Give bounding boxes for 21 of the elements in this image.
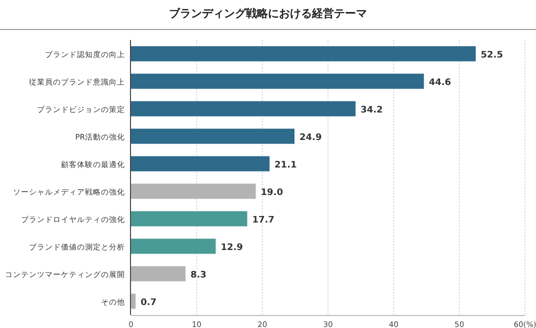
- data-label: 24.9: [300, 132, 322, 143]
- data-label: 52.5: [480, 50, 503, 60]
- bar: [131, 294, 136, 309]
- data-label: 0.7: [140, 298, 157, 308]
- bar: [131, 46, 476, 62]
- bar: [131, 184, 256, 199]
- data-label: 19.0: [260, 188, 283, 198]
- bar: [131, 238, 216, 254]
- chart-title: ブランディング戦略における経営テーマ: [169, 7, 367, 20]
- bar: [131, 156, 270, 172]
- data-label: 17.7: [252, 215, 274, 226]
- data-label: 44.6: [428, 78, 452, 88]
- data-label: 8.3: [190, 270, 206, 280]
- data-label: 12.9: [220, 242, 243, 253]
- data-label: 21.1: [274, 160, 297, 170]
- data-label: 34.2: [360, 105, 383, 116]
- bar: [131, 101, 356, 116]
- bar: [131, 74, 424, 89]
- bar: [131, 266, 186, 282]
- bar: [131, 128, 295, 144]
- bar: [131, 211, 248, 226]
